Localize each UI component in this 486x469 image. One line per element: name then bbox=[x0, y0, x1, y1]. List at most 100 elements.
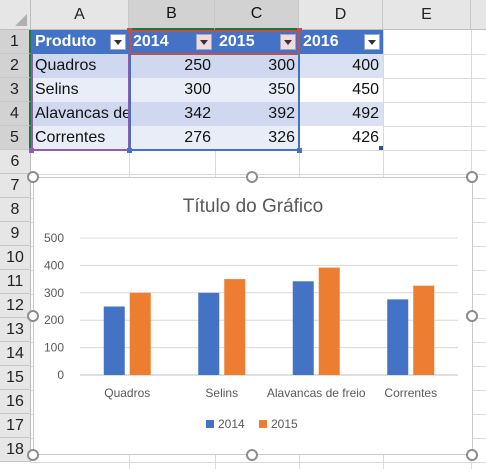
table-cell[interactable]: 300 bbox=[129, 78, 215, 102]
table-header-2015[interactable]: 2015 bbox=[215, 30, 299, 54]
chart-title[interactable]: Título do Gráfico bbox=[183, 196, 323, 217]
table-cell[interactable]: 492 bbox=[299, 102, 383, 126]
column-header-label: E bbox=[421, 5, 432, 23]
table-cell[interactable]: Quadros bbox=[31, 54, 129, 78]
table-cell[interactable]: 426 bbox=[299, 126, 383, 150]
column-header-c[interactable]: C bbox=[215, 0, 299, 30]
chart-resize-handle[interactable] bbox=[27, 449, 39, 461]
bar-2015-1[interactable] bbox=[224, 279, 246, 375]
row-header-9[interactable]: 9 bbox=[0, 222, 31, 246]
table-cell[interactable]: 276 bbox=[129, 126, 215, 150]
row-header-2[interactable]: 2 bbox=[0, 54, 31, 78]
range-handle[interactable] bbox=[127, 148, 132, 153]
table-cell[interactable]: 326 bbox=[215, 126, 299, 150]
table-cell[interactable]: Selins bbox=[31, 78, 129, 102]
table-cell[interactable]: 392 bbox=[215, 102, 299, 126]
row-header-8[interactable]: 8 bbox=[0, 198, 31, 222]
bar-2015-0[interactable] bbox=[129, 292, 151, 375]
range-handle[interactable] bbox=[297, 28, 302, 33]
chart-resize-handle[interactable] bbox=[466, 449, 478, 461]
select-all-corner[interactable] bbox=[0, 0, 31, 30]
row-header-16[interactable]: 16 bbox=[0, 390, 31, 414]
column-header-label: C bbox=[250, 5, 263, 22]
row-header-12[interactable]: 12 bbox=[0, 294, 31, 318]
table-resize-handle[interactable] bbox=[379, 146, 383, 150]
table-cell[interactable]: 350 bbox=[215, 78, 299, 102]
chart-resize-handle[interactable] bbox=[246, 449, 258, 461]
legend-entry[interactable]: 2014 bbox=[218, 417, 245, 431]
row-header-label: 18 bbox=[6, 440, 24, 458]
table-header-label: 2015 bbox=[219, 33, 255, 50]
row-header-3[interactable]: 3 bbox=[0, 78, 31, 102]
y-axis-tick-labels: 0 100 200 300 400 500 bbox=[44, 231, 64, 382]
row-header-18[interactable]: 18 bbox=[0, 438, 31, 462]
chart-legend[interactable]: 2014 2015 bbox=[206, 417, 298, 431]
bar-2014-3[interactable] bbox=[387, 299, 409, 375]
row-header-4[interactable]: 4 bbox=[0, 102, 31, 126]
column-header-label: A bbox=[74, 5, 85, 23]
row-header-label: 6 bbox=[10, 152, 20, 170]
row-header-10[interactable]: 10 bbox=[0, 246, 31, 270]
x-axis-category-labels: Quadros Selins Alavancas de freio Correntes bbox=[104, 386, 437, 400]
bar-2014-1[interactable] bbox=[198, 292, 220, 375]
range-handle[interactable] bbox=[29, 148, 34, 153]
filter-dropdown-icon[interactable] bbox=[364, 34, 380, 50]
y-tick-label: 500 bbox=[44, 231, 64, 245]
row-header-1[interactable]: 1 bbox=[0, 30, 31, 54]
row-header-11[interactable]: 11 bbox=[0, 270, 31, 294]
bar-2014-2[interactable] bbox=[292, 281, 314, 375]
row-header-label: 15 bbox=[6, 368, 24, 386]
table-cell[interactable]: 342 bbox=[129, 102, 215, 126]
bar-2015-3[interactable] bbox=[413, 285, 435, 375]
column-chart[interactable]: Título do Gráfico 0 100 200 300 400 500 Quadr… bbox=[33, 177, 473, 455]
row-header-17[interactable]: 17 bbox=[0, 414, 31, 438]
chart-resize-handle[interactable] bbox=[27, 171, 39, 183]
row-header-label: 16 bbox=[6, 392, 24, 410]
grid-line bbox=[31, 174, 486, 175]
row-header-13[interactable]: 13 bbox=[0, 318, 31, 342]
table-header-label: Produto bbox=[35, 33, 97, 50]
filter-dropdown-icon[interactable] bbox=[280, 34, 296, 50]
range-handle[interactable] bbox=[127, 28, 132, 33]
table-cell[interactable]: 450 bbox=[299, 78, 383, 102]
legend-entry[interactable]: 2015 bbox=[271, 417, 298, 431]
row-header-label: 13 bbox=[6, 320, 24, 338]
bar-2015-2[interactable] bbox=[318, 267, 340, 375]
y-tick-label: 300 bbox=[44, 286, 64, 300]
table-header-2014[interactable]: 2014 bbox=[129, 30, 215, 54]
column-header-f[interactable] bbox=[471, 0, 486, 30]
column-header-e[interactable]: E bbox=[383, 0, 471, 30]
row-header-7[interactable]: 7 bbox=[0, 174, 31, 198]
legend-swatch bbox=[206, 420, 214, 428]
table-header-2016[interactable]: 2016 bbox=[299, 30, 383, 54]
chart-resize-handle[interactable] bbox=[466, 310, 478, 322]
column-header-b[interactable]: B bbox=[129, 0, 215, 30]
bar-2014-0[interactable] bbox=[103, 306, 125, 376]
range-handle[interactable] bbox=[297, 148, 302, 153]
row-header-14[interactable]: 14 bbox=[0, 342, 31, 366]
column-header-a[interactable]: A bbox=[31, 0, 129, 30]
grid-line bbox=[31, 150, 486, 151]
filter-dropdown-icon[interactable] bbox=[110, 34, 126, 50]
chart-resize-handle[interactable] bbox=[27, 310, 39, 322]
column-header-d[interactable]: D bbox=[299, 0, 383, 30]
table-cell[interactable]: 300 bbox=[215, 54, 299, 78]
table-cell[interactable]: Alavancas de bbox=[31, 102, 129, 126]
table-cell[interactable]: 250 bbox=[129, 54, 215, 78]
x-tick-label: Selins bbox=[205, 386, 238, 400]
row-header-label: 5 bbox=[10, 128, 19, 146]
row-header-6[interactable]: 6 bbox=[0, 150, 31, 174]
row-header-label: 12 bbox=[6, 296, 24, 314]
table-header-label: 2016 bbox=[303, 33, 339, 50]
table-cell[interactable]: Correntes bbox=[31, 126, 129, 150]
filter-dropdown-icon[interactable] bbox=[196, 34, 212, 50]
row-header-15[interactable]: 15 bbox=[0, 366, 31, 390]
x-tick-label: Alavancas de freio bbox=[267, 386, 366, 400]
row-header-5[interactable]: 5 bbox=[0, 126, 31, 150]
chart-resize-handle[interactable] bbox=[246, 171, 258, 183]
chart-bars bbox=[103, 267, 435, 376]
table-header-produto[interactable]: Produto bbox=[31, 30, 129, 54]
table-cell[interactable]: 400 bbox=[299, 54, 383, 78]
chart-plot: Título do Gráfico 0 100 200 300 400 500 Quadr… bbox=[44, 196, 458, 431]
chart-resize-handle[interactable] bbox=[466, 171, 478, 183]
